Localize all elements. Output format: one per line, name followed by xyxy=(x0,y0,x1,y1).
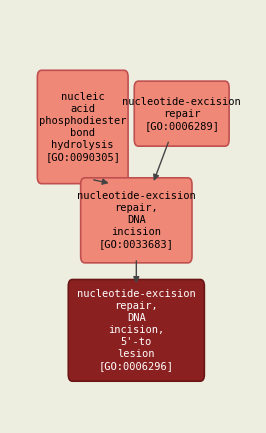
FancyBboxPatch shape xyxy=(81,178,192,263)
Text: nucleotide-excision
repair
[GO:0006289]: nucleotide-excision repair [GO:0006289] xyxy=(122,97,241,131)
Text: nucleotide-excision
repair,
DNA
incision,
5'-to
lesion
[GO:0006296]: nucleotide-excision repair, DNA incision… xyxy=(77,289,196,372)
Text: nucleotide-excision
repair,
DNA
incision
[GO:0033683]: nucleotide-excision repair, DNA incision… xyxy=(77,191,196,249)
FancyBboxPatch shape xyxy=(134,81,229,146)
FancyBboxPatch shape xyxy=(37,70,128,184)
Text: nucleic
acid
phosphodiester
bond
hydrolysis
[GO:0090305]: nucleic acid phosphodiester bond hydroly… xyxy=(39,92,126,162)
FancyBboxPatch shape xyxy=(68,280,204,381)
